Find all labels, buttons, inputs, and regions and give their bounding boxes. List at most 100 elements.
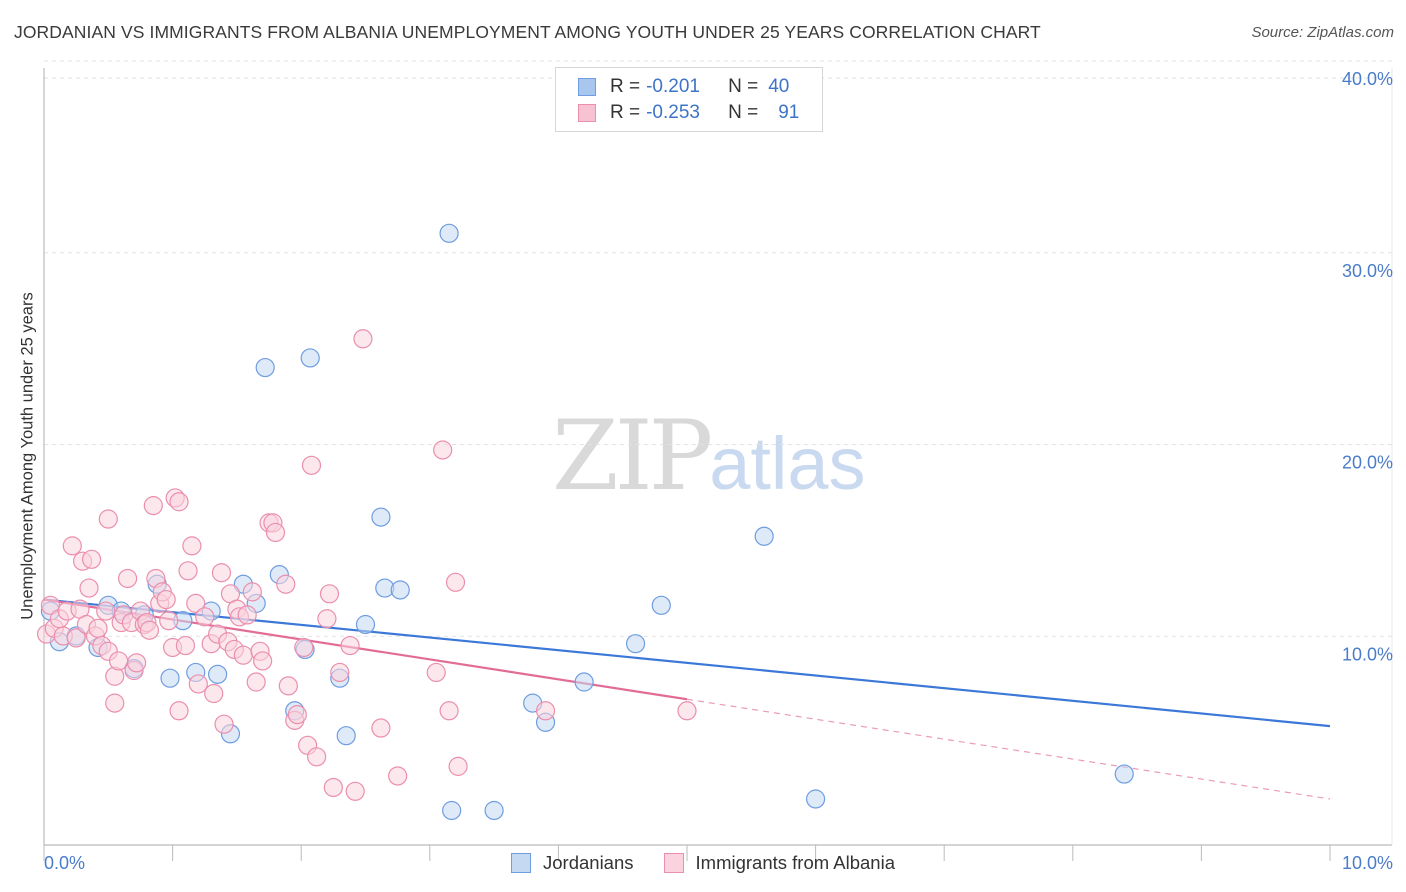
- r-value: -0.201: [646, 76, 700, 97]
- legend-swatch-jordanians: [578, 78, 596, 96]
- point-albania: [445, 572, 466, 592]
- point-albania: [265, 522, 286, 543]
- gridlines: [44, 60, 1392, 637]
- point-albania: [88, 618, 108, 638]
- correlation-legend: R = -0.201 N = 40 R = -0.253 N = 91: [555, 67, 823, 132]
- point-albania: [294, 637, 314, 658]
- data-points: [36, 223, 1134, 821]
- point-albania: [143, 496, 163, 516]
- point-jordanians: [574, 672, 594, 692]
- watermark: ZIPatlas: [552, 400, 866, 512]
- point-albania: [340, 635, 360, 656]
- point-albania: [278, 676, 298, 696]
- point-albania: [40, 595, 61, 615]
- legend-item-albania[interactable]: Immigrants from Albania: [663, 852, 895, 874]
- y-tick-label: 30.0%: [1342, 261, 1393, 281]
- point-jordanians: [208, 664, 228, 684]
- point-albania: [66, 628, 86, 648]
- point-albania: [439, 701, 459, 721]
- watermark-atlas: atlas: [709, 422, 866, 505]
- point-albania: [169, 492, 189, 512]
- y-tick-label: 40.0%: [1342, 69, 1393, 89]
- point-albania: [188, 674, 208, 694]
- point-albania: [388, 766, 408, 786]
- point-albania: [126, 653, 147, 673]
- point-albania: [535, 701, 556, 721]
- point-albania: [426, 662, 446, 683]
- point-albania: [677, 701, 697, 721]
- point-albania: [178, 561, 198, 581]
- watermark-zip: ZIP: [552, 400, 713, 512]
- point-albania: [317, 609, 337, 629]
- trend-line-albania-extension: [686, 698, 1331, 800]
- point-albania: [287, 705, 307, 725]
- point-jordanians: [160, 668, 180, 688]
- point-jordanians: [355, 614, 376, 635]
- point-albania: [345, 781, 365, 801]
- point-jordanians: [442, 800, 462, 821]
- legend-item-jordanians[interactable]: Jordanians: [511, 852, 634, 874]
- trend-line-jordanians: [43, 598, 1331, 728]
- tick-labels: 10.0% 20.0% 30.0% 40.0% 0.0% 10.0%: [44, 69, 1393, 873]
- point-albania: [323, 777, 343, 798]
- point-albania: [211, 563, 232, 583]
- point-jordanians: [651, 595, 671, 615]
- point-albania: [319, 584, 340, 604]
- point-albania: [175, 635, 196, 656]
- point-jordanians: [439, 223, 459, 243]
- point-jordanians: [255, 357, 275, 378]
- point-albania: [204, 683, 224, 704]
- y-axis-label: Unemployment Among Youth under 25 years: [18, 292, 37, 620]
- point-albania: [169, 701, 189, 721]
- source-label: Source: ZipAtlas.com: [1251, 24, 1394, 41]
- point-jordanians: [754, 526, 774, 546]
- point-albania: [105, 693, 125, 713]
- point-albania: [98, 509, 118, 529]
- point-albania: [96, 601, 116, 621]
- point-albania: [156, 589, 176, 610]
- legend-swatch-albania: [578, 104, 596, 122]
- point-albania: [237, 605, 257, 625]
- point-albania: [233, 645, 253, 665]
- y-tick-label: 10.0%: [1342, 644, 1393, 664]
- point-albania: [159, 611, 179, 631]
- point-jordanians: [484, 800, 504, 821]
- n-label: N =: [728, 102, 759, 123]
- legend-swatch-jordanians: [511, 853, 531, 873]
- point-albania: [307, 747, 327, 767]
- point-albania: [195, 607, 215, 627]
- point-albania: [253, 651, 273, 671]
- point-jordanians: [371, 507, 391, 527]
- x-tick-label: 10.0%: [1342, 853, 1393, 873]
- r-value: -0.253: [646, 102, 700, 123]
- n-value: 40: [768, 76, 790, 97]
- point-albania: [433, 440, 453, 460]
- point-albania: [182, 536, 202, 556]
- r-label: R =: [610, 76, 641, 97]
- point-albania: [246, 672, 266, 692]
- point-albania: [301, 455, 322, 475]
- point-jordanians: [336, 726, 356, 746]
- point-albania: [214, 714, 234, 734]
- point-albania: [79, 578, 99, 598]
- legend-label-albania: Immigrants from Albania: [695, 852, 895, 873]
- legend-row-jordanians: R = -0.201 N = 40: [578, 75, 789, 99]
- y-tick-label: 20.0%: [1342, 453, 1393, 473]
- point-albania: [62, 536, 82, 556]
- point-albania: [330, 662, 350, 683]
- point-albania: [139, 620, 160, 640]
- point-jordanians: [805, 789, 826, 809]
- point-albania: [276, 574, 296, 594]
- legend-label-jordanians: Jordanians: [543, 852, 634, 873]
- axes: [43, 68, 1393, 861]
- legend-row-albania: R = -0.253 N = 91: [578, 101, 799, 125]
- point-albania: [353, 329, 373, 349]
- legend-swatch-albania: [663, 853, 684, 873]
- series-legend: Jordanians Immigrants from Albania: [0, 852, 1406, 874]
- n-value: 91: [778, 102, 800, 123]
- point-jordanians: [300, 348, 320, 368]
- point-albania: [448, 756, 468, 776]
- point-albania: [186, 593, 206, 613]
- point-jordanians: [1114, 764, 1134, 784]
